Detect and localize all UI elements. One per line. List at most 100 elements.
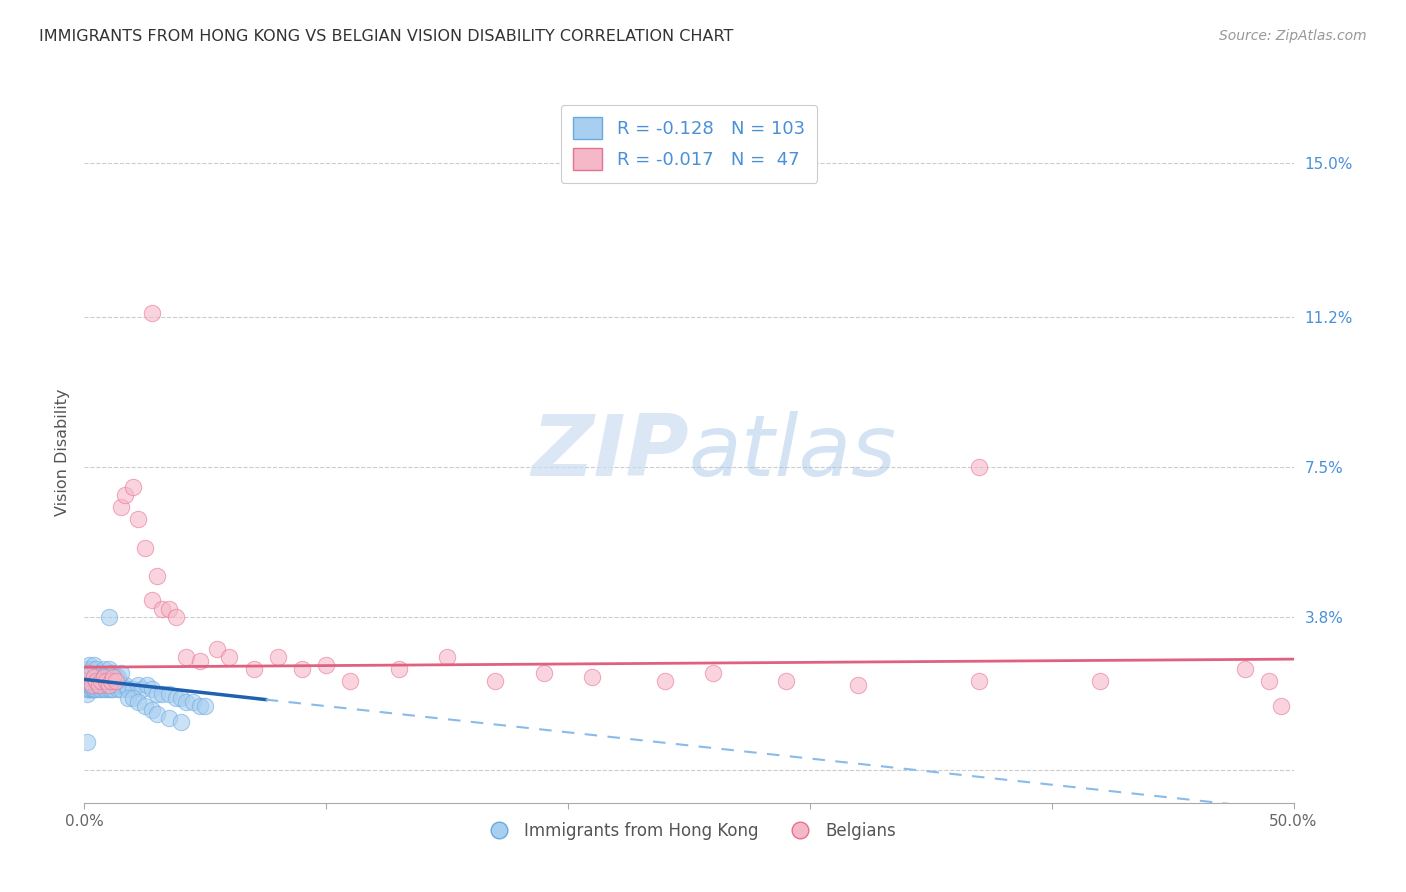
Point [93,670,115,684]
Point [93,674,115,689]
Point [174,650,197,665]
Point [80,682,103,697]
Point [76,682,98,697]
Point [76,686,98,700]
Point [83,674,105,689]
Point [86,674,108,689]
Point [484,674,506,689]
Point [77,674,100,689]
Point [76,674,98,689]
Point [174,695,197,709]
Point [134,541,156,555]
Point [581,670,603,684]
Point [80,662,103,676]
Text: IMMIGRANTS FROM HONG KONG VS BELGIAN VISION DISABILITY CORRELATION CHART: IMMIGRANTS FROM HONG KONG VS BELGIAN VIS… [39,29,734,44]
Point [86,674,108,689]
Point [86,678,108,692]
Text: ZIP: ZIP [531,411,689,494]
Point [103,682,125,697]
Point [83,674,105,689]
Point [83,678,105,692]
Point [97,662,120,676]
Point [77,682,100,697]
Point [90,674,112,689]
Point [181,695,204,709]
Point [165,609,187,624]
Point [90,678,112,692]
Point [127,678,149,692]
Point [77,678,100,692]
Point [702,666,724,681]
Point [1088,674,1111,689]
Point [110,666,132,681]
Point [94,674,117,689]
Point [86,674,108,689]
Point [76,674,98,689]
Point [150,686,173,700]
Point [533,666,555,681]
Point [80,678,103,692]
Point [110,678,132,692]
Point [76,678,98,692]
Point [846,678,869,692]
Point [100,674,122,689]
Point [87,678,110,692]
Point [86,662,108,676]
Point [76,682,98,697]
Point [190,698,212,713]
Point [141,703,163,717]
Text: Source: ZipAtlas.com: Source: ZipAtlas.com [1219,29,1367,43]
Point [93,662,115,676]
Point [134,698,156,713]
Point [104,670,127,684]
Point [150,601,173,615]
Point [157,711,180,725]
Point [87,666,110,681]
Point [100,678,122,692]
Point [114,488,136,502]
Point [83,670,105,684]
Point [110,682,132,697]
Point [94,682,117,697]
Point [80,678,103,692]
Point [94,678,117,692]
Point [654,674,676,689]
Point [967,459,990,474]
Text: atlas: atlas [689,411,897,494]
Point [157,601,180,615]
Point [207,642,229,657]
Point [103,678,125,692]
Point [103,670,125,684]
Point [94,666,117,681]
Point [93,678,115,692]
Point [339,674,361,689]
Point [146,686,169,700]
Point [76,678,98,692]
Point [94,674,117,689]
Point [75,678,97,692]
Point [83,682,105,697]
Point [87,674,110,689]
Point [190,654,212,668]
Point [141,682,163,697]
Point [77,658,100,673]
Point [127,695,149,709]
Point [165,690,187,705]
Point [77,682,100,697]
Point [194,698,217,713]
Point [267,650,290,665]
Point [436,650,458,665]
Point [80,674,103,689]
Point [967,674,990,689]
Point [1270,698,1292,713]
Point [77,678,100,692]
Point [97,674,120,689]
Point [104,678,127,692]
Point [77,666,100,681]
Point [83,682,105,697]
Point [388,662,411,676]
Point [121,682,143,697]
Point [242,662,264,676]
Point [114,678,136,692]
Point [76,735,98,749]
